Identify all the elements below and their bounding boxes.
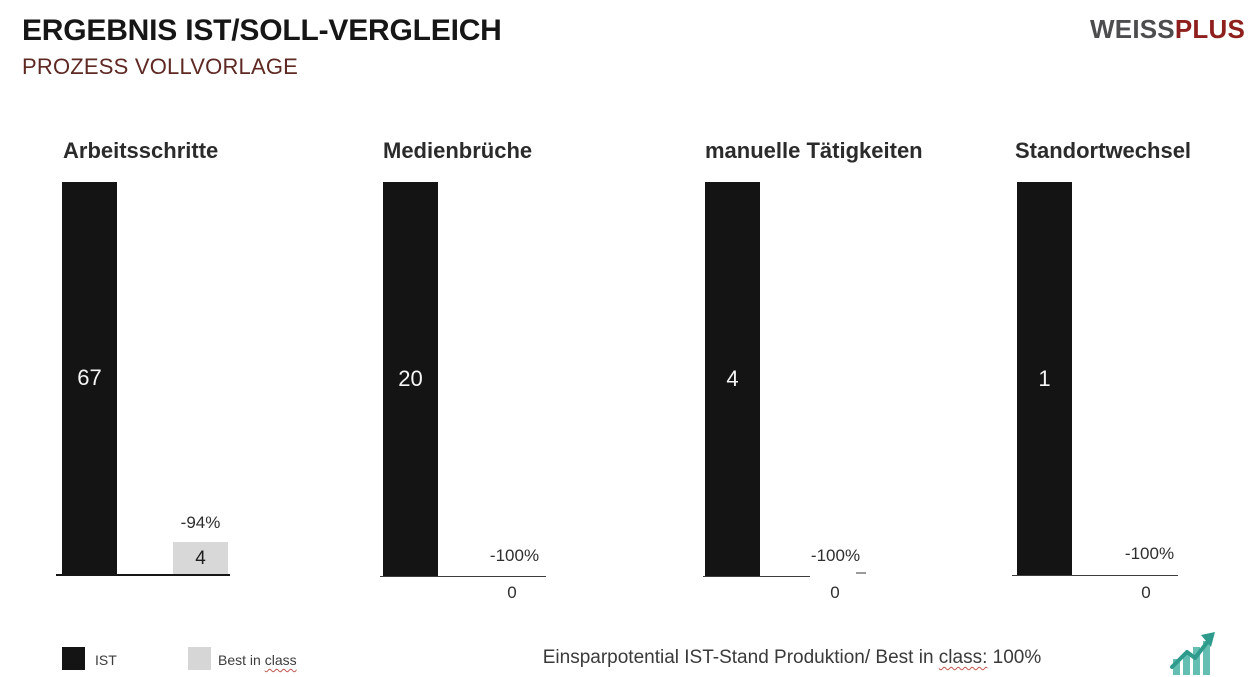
ist-bar-value: 1 bbox=[1038, 365, 1051, 391]
x-axis-line bbox=[380, 576, 546, 577]
x-axis-line bbox=[703, 576, 810, 577]
logo-text-red: PLUS bbox=[1174, 14, 1245, 44]
ist-bar: 20 bbox=[383, 182, 438, 576]
zero-value-label: 0 bbox=[1141, 583, 1151, 602]
savings-note-text-underlined: class: bbox=[938, 647, 988, 668]
legend-swatch-best-in-class bbox=[188, 647, 211, 670]
change-label: -94% bbox=[180, 513, 221, 532]
zero-value-label: 0 bbox=[507, 583, 517, 602]
page-subtitle: PROZESS VOLLVORLAGE bbox=[22, 54, 299, 79]
ist-bar: 4 bbox=[705, 182, 760, 576]
company-logo: WEISSPLUS bbox=[1090, 14, 1245, 45]
ist-bar-value: 20 bbox=[398, 366, 423, 391]
ist-bar: 67 bbox=[62, 182, 117, 574]
page-title: ERGEBNIS IST/SOLL-VERGLEICH bbox=[22, 14, 502, 47]
legend-swatch-ist bbox=[62, 647, 85, 670]
zero-value-label: 0 bbox=[830, 583, 840, 602]
ist-bar-value: 4 bbox=[726, 366, 739, 391]
legend-best-text-underlined: class bbox=[264, 652, 297, 668]
change-label: -100% bbox=[489, 546, 540, 565]
x-axis-line-fragment bbox=[856, 572, 866, 574]
change-label: -100% bbox=[1124, 544, 1175, 563]
chart-title: manuelle Tätigkeiten bbox=[705, 138, 923, 163]
change-label: -100% bbox=[810, 546, 861, 565]
chart-title: Arbeitsschritte bbox=[63, 138, 219, 163]
x-axis-line bbox=[56, 574, 230, 576]
legend-label-ist: IST bbox=[95, 652, 117, 668]
savings-note-text: Einsparpotential IST-Stand Produktion/ B… bbox=[542, 647, 939, 668]
ist-bar: 1 bbox=[1017, 182, 1072, 575]
legend-best-text: Best in bbox=[218, 652, 265, 668]
chart-title: Standortwechsel bbox=[1015, 138, 1192, 163]
ist-bar-value: 67 bbox=[77, 365, 102, 390]
logo-text-gray: WEISS bbox=[1090, 14, 1175, 44]
best-in-class-bar: 4 bbox=[173, 542, 228, 575]
chart-title: Medienbrüche bbox=[383, 138, 533, 163]
best-in-class-bar-value: 4 bbox=[195, 547, 206, 569]
savings-note: Einsparpotential IST-Stand Produktion/ B… bbox=[392, 647, 1192, 669]
savings-note-percent: 100% bbox=[987, 647, 1042, 668]
x-axis-line bbox=[1012, 575, 1178, 576]
legend-label-best-in-class: Best in class bbox=[218, 652, 297, 668]
growth-chart-icon bbox=[1170, 632, 1215, 675]
